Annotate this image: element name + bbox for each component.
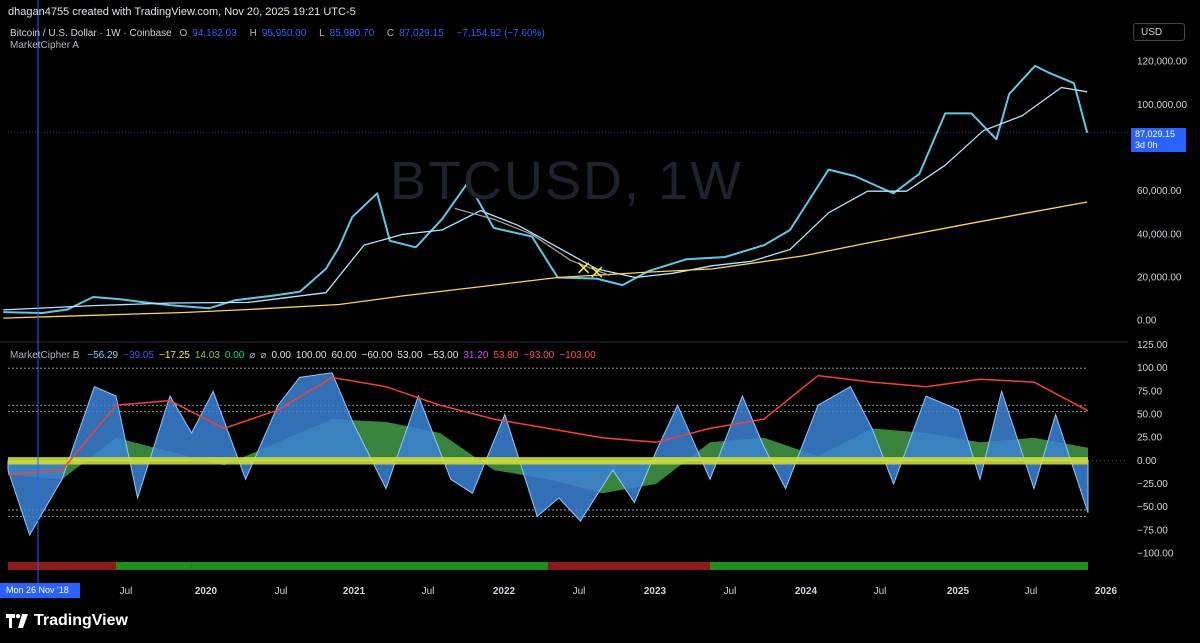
wave2-line	[7, 374, 1089, 476]
indicator-b-value: −93.00	[523, 350, 555, 361]
bias-bar-segment	[116, 562, 192, 570]
time-axis-tick: 2020	[195, 586, 218, 597]
zero-band	[8, 457, 1088, 465]
price-axis-tick: 60,000.00	[1137, 186, 1182, 197]
currency-selector[interactable]: USD	[1133, 23, 1185, 41]
price-axis-tick: 120,000.00	[1137, 57, 1187, 68]
time-axis-tick: 2025	[947, 586, 970, 597]
wave-area	[7, 372, 1089, 537]
time-axis-tick: 2023	[644, 586, 667, 597]
author-credit: dhagan4755 created with TradingView.com,…	[8, 6, 356, 18]
time-axis-tick: Jul	[874, 586, 887, 597]
ohlc-high: H 95,950.00	[249, 28, 307, 39]
oscillator-axis-tick: −75.00	[1137, 525, 1168, 536]
tradingview-logo-icon	[6, 614, 28, 628]
indicator-b-value: 53.00	[397, 350, 423, 361]
oscillator-axis-tick: 100.00	[1137, 363, 1168, 374]
time-axis-tick: 2021	[343, 586, 366, 597]
oscillator-axis-tick: −100.00	[1137, 548, 1174, 559]
ohlc-open: O 94,182.03	[179, 28, 237, 39]
indicator-b-value: −103.00	[559, 350, 596, 361]
oscillator-axis-tick: 125.00	[1137, 340, 1168, 351]
ohlc-low: L 85,980.70	[319, 28, 375, 39]
brand-name: TradingView	[34, 612, 128, 629]
indicator-b-value: 60.00	[331, 350, 357, 361]
bias-bar-segment	[764, 562, 1088, 570]
time-axis-tick: Jul	[573, 586, 586, 597]
price-series-line	[3, 64, 1089, 314]
oscillator-axis-tick: −50.00	[1137, 502, 1168, 513]
indicator-b-value: 0.00	[271, 350, 291, 361]
price-change: −7,154.82 (−7.60%)	[456, 28, 545, 39]
indicator-b-value: 0.00	[224, 350, 245, 361]
time-axis-tick: 2024	[795, 586, 818, 597]
crosshair-date-tag: Mon 26 Nov '18	[0, 583, 80, 598]
bar-countdown: 3d 0h	[1135, 140, 1158, 150]
oscillator-axis-tick: 0.00	[1137, 456, 1157, 467]
time-axis-tick: Jul	[422, 586, 435, 597]
bias-bar-segment	[8, 562, 116, 570]
price-series-line	[454, 207, 610, 277]
tradingview-logo[interactable]: TradingView	[6, 612, 128, 630]
price-axis-tick: 40,000.00	[1137, 229, 1182, 240]
last-price: 87,029.15	[1135, 129, 1176, 139]
indicator-a-title[interactable]: MarketCipher A	[10, 40, 79, 51]
bias-bar-segment	[710, 562, 764, 570]
price-series-line	[3, 201, 1088, 319]
time-axis-tick: 2022	[493, 586, 516, 597]
ohlc-close: C 87,029.15	[386, 28, 444, 39]
bias-bar-segment	[191, 562, 548, 570]
indicator-b-value: 14.03	[194, 350, 220, 361]
time-axis-tick: Jul	[1025, 586, 1038, 597]
time-axis-tick: 2026	[1095, 586, 1118, 597]
price-axis-tick: 100,000.00	[1137, 100, 1187, 111]
indicator-b-value: −56.29	[87, 350, 119, 361]
time-axis-tick: Jul	[724, 586, 737, 597]
oscillator-axis-tick: 50.00	[1137, 409, 1162, 420]
indicator-b-title[interactable]: MarketCipher B	[10, 350, 80, 361]
cross-signal-marker	[578, 262, 590, 274]
indicator-b-value: 100.00	[295, 350, 327, 361]
indicator-b-value: −17.25	[159, 350, 190, 361]
price-axis-tick: 0.00	[1137, 316, 1157, 327]
price-axis-tick: 20,000.00	[1137, 273, 1182, 284]
indicator-b-value: −39.05	[123, 350, 154, 361]
indicator-b-value: −60.00	[361, 350, 393, 361]
indicator-b-value: ⌀	[249, 350, 256, 361]
indicator-b-value: 53.80	[493, 350, 519, 361]
indicator-b-value: 31.20	[463, 350, 489, 361]
bias-bar-segment	[548, 562, 710, 570]
indicator-b-value: −53.00	[427, 350, 459, 361]
symbol-watermark: BTCUSD, 1W	[390, 151, 744, 211]
oscillator-axis-tick: 25.00	[1137, 433, 1162, 444]
last-price-tag: 87,029.15 3d 0h	[1131, 128, 1186, 152]
indicator-b-legend: MarketCipher B −56.29 −39.05 −17.25 14.03 0.…	[10, 350, 601, 361]
oscillator-axis-tick: −25.00	[1137, 479, 1168, 490]
time-axis-tick: Jul	[120, 586, 133, 597]
oscillator-axis-tick: 75.00	[1137, 386, 1162, 397]
symbol-title[interactable]: Bitcoin / U.S. Dollar · 1W · Coinbase	[10, 28, 172, 39]
cross-signal-marker	[591, 266, 603, 278]
time-axis-tick: Jul	[275, 586, 288, 597]
price-series-line	[3, 86, 1088, 311]
indicator-b-value: ⌀	[260, 350, 267, 361]
